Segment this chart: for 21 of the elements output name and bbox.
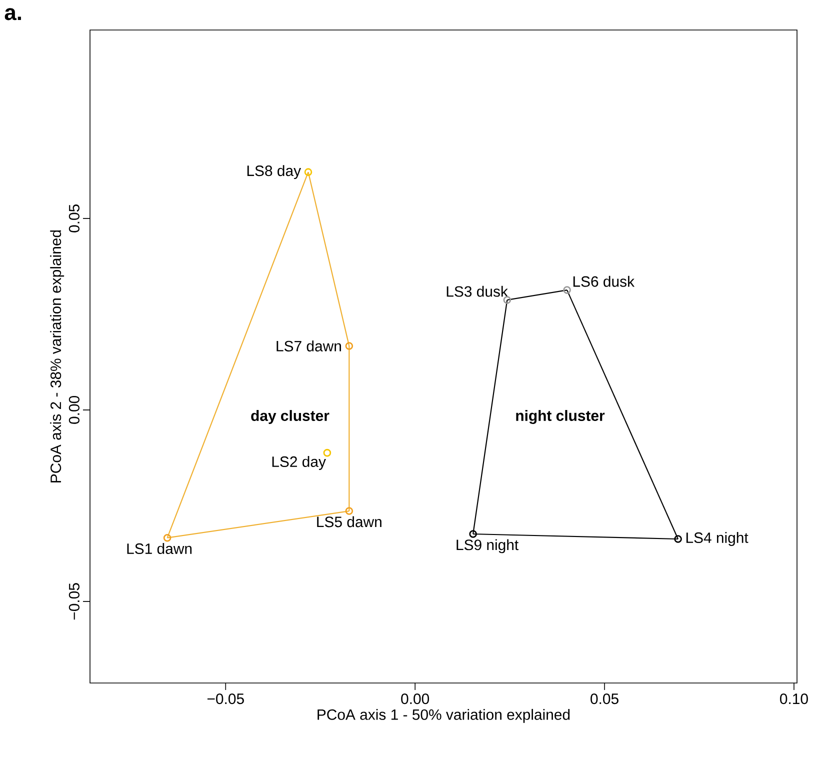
y-axis-title: PCoA axis 2 - 38% variation explained xyxy=(50,230,64,482)
annotation: LS4 night xyxy=(686,532,748,546)
text: a. xyxy=(4,8,21,20)
x-tick-label: −0.05 xyxy=(207,694,244,704)
annotation: LS8 day xyxy=(247,165,301,180)
annotation: night cluster xyxy=(516,410,605,424)
annotation: LS2 day xyxy=(272,456,326,470)
x-tick-label: 0.10 xyxy=(780,694,808,704)
annotation: LS9 night xyxy=(456,539,518,554)
annotation: LS5 dawn xyxy=(317,516,382,528)
annotation: LS6 dusk xyxy=(573,276,635,287)
annotation: LS1 dawn xyxy=(127,543,192,554)
annotation: LS3 dusk xyxy=(446,286,508,297)
annotation: LS7 dawn xyxy=(276,340,341,352)
y-tick-label: 0.05 xyxy=(68,204,80,232)
x-tick-label: 0.00 xyxy=(401,694,430,704)
x-tick-label: 0.05 xyxy=(590,694,618,704)
x-axis-title: PCoA axis 1 - 50% variation explained xyxy=(318,708,570,723)
y-tick-label: 0.00 xyxy=(68,396,80,424)
annotation: day cluster xyxy=(251,410,330,424)
y-tick-label: −0.05 xyxy=(68,583,80,620)
